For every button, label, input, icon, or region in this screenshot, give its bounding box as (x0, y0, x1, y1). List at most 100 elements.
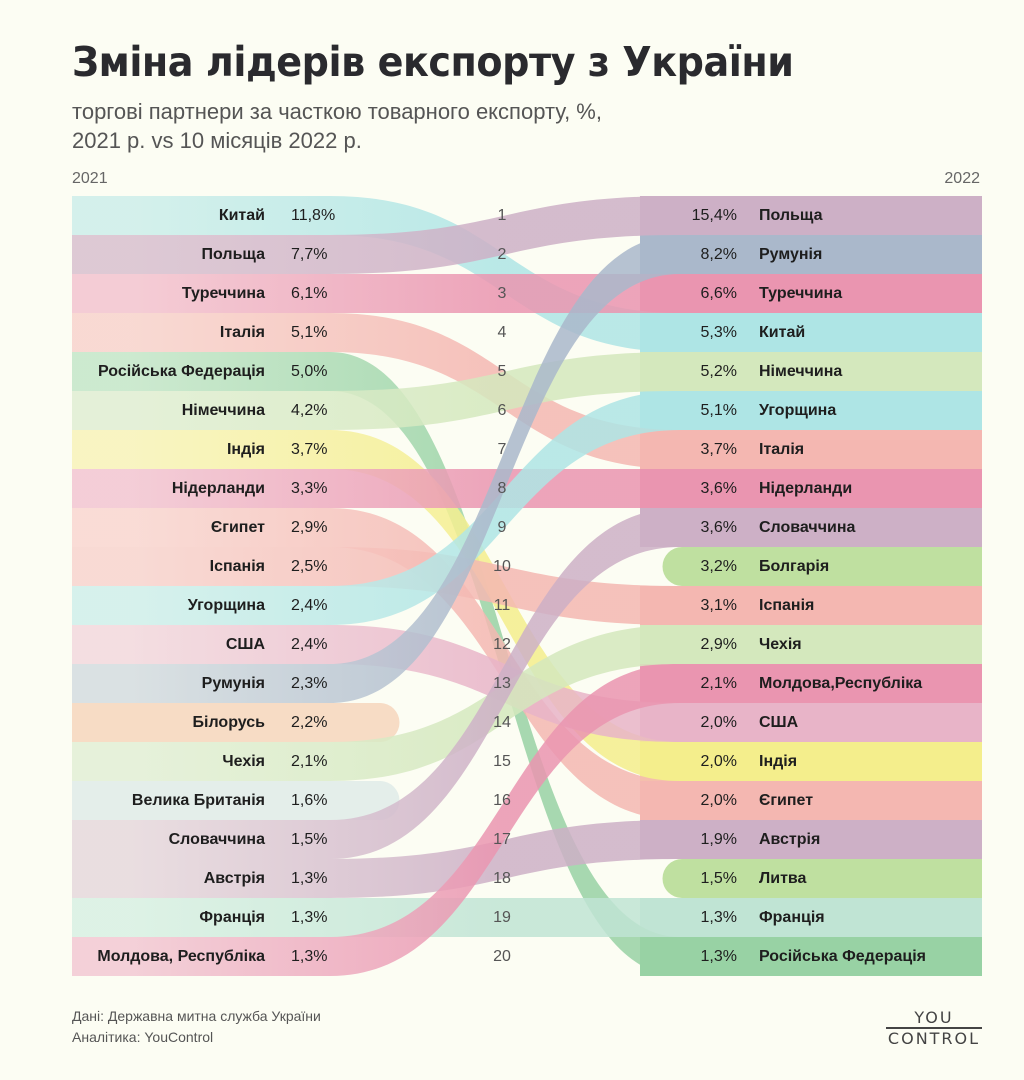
flow-band (72, 274, 680, 313)
logo-divider (886, 1027, 982, 1029)
rank-label: 4 (497, 324, 507, 341)
right-value-label: 2,0% (700, 792, 737, 809)
right-country-label: Російська Федерація (759, 948, 926, 965)
rank-label: 13 (493, 675, 511, 692)
right-bar (640, 703, 982, 742)
right-bar (640, 469, 982, 508)
flow-band (72, 664, 680, 976)
flow-band (72, 508, 680, 859)
left-value-label: 2,9% (291, 519, 328, 536)
right-value-label: 2,0% (700, 753, 737, 770)
left-country-label: Велика Британія (131, 792, 265, 809)
analytics-note: Аналітика: YouControl (72, 1029, 214, 1045)
left-year-label: 2021 (72, 170, 108, 187)
flow-band (72, 625, 680, 742)
right-country-label: Молдова,Республіка (759, 675, 923, 692)
left-country-label: Іспанія (209, 558, 265, 575)
left-country-label: Румунія (201, 675, 265, 692)
rank-label: 12 (493, 636, 511, 653)
left-value-label: 2,3% (291, 675, 328, 692)
chart-title: Зміна лідерів експорту з України (72, 38, 794, 86)
rank-label: 17 (493, 831, 511, 848)
subtitle-line-1: торгові партнери за часткою товарного ек… (72, 99, 602, 124)
right-value-label: 3,1% (700, 597, 737, 614)
flow-band (72, 820, 680, 898)
right-country-label: Польща (759, 207, 823, 224)
left-value-label: 2,4% (291, 636, 328, 653)
left-country-label: Нідерланди (171, 480, 265, 497)
right-value-label: 8,2% (700, 246, 737, 263)
rank-label: 10 (493, 558, 511, 575)
flow-band (72, 430, 680, 781)
left-value-label: 4,2% (291, 402, 328, 419)
rank-label: 9 (497, 519, 507, 536)
rank-label: 19 (493, 909, 511, 926)
right-country-label: Франція (759, 909, 825, 926)
left-country-label: Італія (219, 324, 265, 341)
youcontrol-logo: YOU CONTROL (886, 1008, 982, 1048)
rank-label: 1 (497, 207, 507, 224)
right-country-label: Чехія (759, 636, 802, 653)
right-value-label: 1,9% (700, 831, 737, 848)
left-country-label: Польща (201, 246, 265, 263)
right-country-label: Австрія (759, 831, 821, 848)
left-country-label: Франція (199, 909, 265, 926)
right-value-label: 15,4% (691, 207, 737, 224)
rank-label: 7 (497, 441, 507, 458)
left-country-label: Угорщина (187, 597, 265, 614)
left-country-label: Білорусь (192, 714, 265, 731)
right-bar (640, 196, 982, 235)
flow-band (72, 391, 680, 625)
left-value-label: 5,1% (291, 324, 328, 341)
left-value-label: 7,7% (291, 246, 328, 263)
rank-label: 8 (497, 480, 507, 497)
right-country-label: Єгипет (759, 792, 814, 809)
right-bar-new-entry (662, 547, 982, 586)
logo-bottom-text: CONTROL (887, 1029, 981, 1048)
rank-label: 11 (493, 597, 511, 614)
source-note: Дані: Державна митна служба України (72, 1008, 321, 1024)
right-country-label: Індія (759, 753, 798, 770)
flow-band (72, 898, 680, 937)
right-value-label: 3,6% (700, 519, 737, 536)
left-value-label: 3,7% (291, 441, 328, 458)
left-country-label: Словаччина (168, 831, 265, 848)
right-value-label: 5,1% (700, 402, 737, 419)
right-bar (640, 781, 982, 820)
right-value-label: 3,7% (700, 441, 737, 458)
right-value-label: 3,2% (700, 558, 737, 575)
rank-label: 2 (497, 246, 507, 263)
flow-band (72, 469, 680, 508)
right-bar (640, 820, 982, 859)
left-country-label: Єгипет (210, 519, 265, 536)
right-value-label: 5,2% (700, 363, 737, 380)
right-country-label: Угорщина (759, 402, 837, 419)
right-country-label: Нідерланди (759, 480, 853, 497)
flow-band (72, 625, 680, 781)
right-country-label: Китай (759, 324, 806, 341)
subtitle-line-2: 2021 р. vs 10 місяців 2022 р. (72, 128, 362, 153)
right-country-label: Румунія (759, 246, 823, 263)
left-country-label: Австрія (203, 870, 265, 887)
left-value-label: 1,3% (291, 870, 328, 887)
chart-subtitle: торгові партнери за часткою товарного ек… (72, 97, 602, 155)
right-country-label: Італія (759, 441, 805, 458)
right-bar (640, 586, 982, 625)
right-value-label: 1,3% (700, 909, 737, 926)
right-bar-new-entry (662, 859, 982, 898)
right-country-label: Литва (759, 870, 807, 887)
right-value-label: 5,3% (700, 324, 737, 341)
right-value-label: 6,6% (700, 285, 737, 302)
left-value-label: 2,4% (291, 597, 328, 614)
right-country-label: Іспанія (759, 597, 815, 614)
left-value-label: 1,5% (291, 831, 328, 848)
right-bar (640, 937, 982, 976)
right-country-label: Німеччина (759, 363, 843, 380)
left-value-label: 2,2% (291, 714, 328, 731)
rank-label: 14 (493, 714, 511, 731)
left-value-label: 11,8% (291, 207, 336, 224)
right-bar (640, 430, 982, 469)
left-country-label: Індія (226, 441, 265, 458)
left-bar-exit (72, 703, 400, 742)
